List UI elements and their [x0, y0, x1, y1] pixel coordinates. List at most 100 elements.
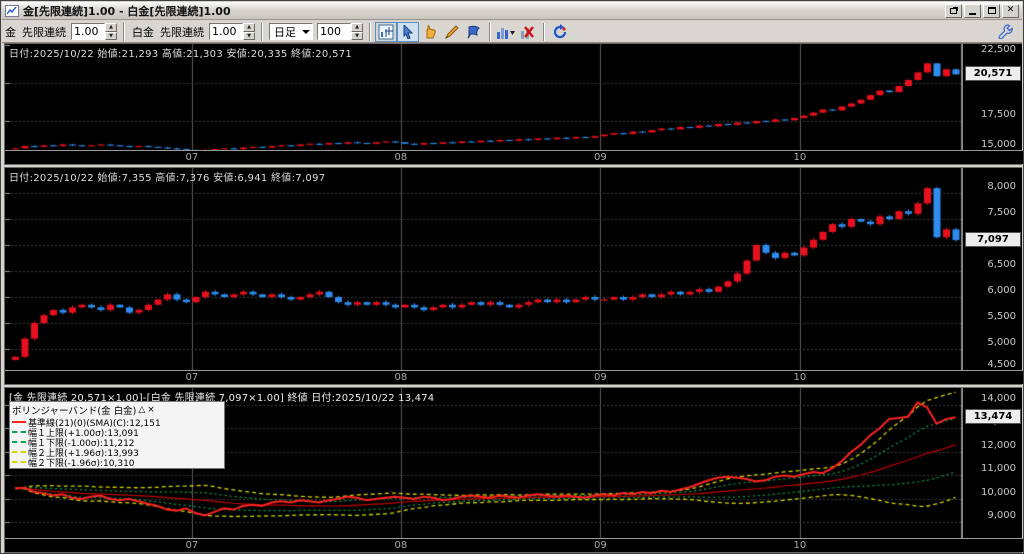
month-label: 07 — [185, 152, 199, 163]
legend-collapse-button[interactable]: △ — [138, 405, 146, 415]
chart-app-icon — [5, 4, 19, 17]
toolbar-separator — [543, 22, 545, 41]
axis-label: 7,500 — [987, 207, 1016, 218]
spread-plot[interactable]: [金 先限連続 20,571×1.00]-[白金 先限連続 7,097×1.00… — [5, 388, 962, 538]
settings-wrench-icon[interactable] — [994, 22, 1016, 42]
gold-plot[interactable]: 日付:2025/10/22 始値:21,293 高値:21,303 安値:20,… — [5, 44, 962, 150]
close-button[interactable]: ✕ — [1002, 3, 1019, 18]
band1-lower-swatch — [12, 441, 26, 443]
axis-label: 14,000 — [981, 393, 1016, 404]
toolbar-separator — [489, 22, 491, 41]
month-label: 08 — [394, 540, 408, 551]
bollinger-legend: ボリンジャーバンド(金 白金) △ × 基準線(21)(0)(SMA)(C):1… — [9, 401, 225, 469]
month-label: 09 — [594, 372, 607, 383]
axis-label: 4,500 — [987, 359, 1016, 370]
gold-chart-panel: 日付:2025/10/22 始値:21,293 高値:21,303 安値:20,… — [4, 43, 1023, 165]
axis-label: 9,000 — [987, 510, 1016, 521]
spread-value-axis: 14,00013,00012,00011,00010,0009,00013,47… — [962, 388, 1022, 538]
gold-ratio-input[interactable] — [71, 23, 105, 40]
maximize-button[interactable] — [983, 3, 1000, 18]
chevron-down-icon — [302, 29, 310, 38]
period-value: 日足 — [274, 25, 296, 39]
month-label: 10 — [793, 372, 807, 383]
axis-label: 15,000 — [981, 139, 1016, 150]
cursor-tool-button[interactable] — [397, 21, 419, 42]
bar-count-input[interactable] — [317, 23, 351, 40]
toolbar-separator — [261, 22, 263, 41]
gold-ratio-up-button[interactable]: ▲ — [105, 23, 117, 32]
toolbar-separator — [123, 22, 125, 41]
legend-item: 幅１上限(+1.00σ):13,091 — [12, 427, 222, 439]
axis-label: 8,000 — [987, 181, 1016, 192]
pan-tool-button[interactable] — [419, 22, 441, 42]
annotation-tool-button[interactable] — [463, 22, 485, 42]
axis-label: 5,500 — [987, 311, 1016, 322]
platinum-symbol-label: 白金 — [132, 25, 154, 39]
window-title: 金[先限連続]1.00 - 白金[先限連続]1.00 — [23, 4, 231, 18]
month-label: 10 — [793, 152, 807, 163]
axis-label: 6,500 — [987, 259, 1016, 270]
popout-window-button[interactable] — [945, 3, 962, 18]
current-price-box: 13,474 — [965, 409, 1021, 424]
band2-lower-swatch — [12, 461, 26, 463]
axis-label: 17,500 — [981, 109, 1016, 120]
legend-item: 幅２下限(-1.96σ):10,310 — [12, 457, 222, 469]
axis-label: 6,000 — [987, 285, 1016, 296]
gold-time-axis: 07 08 09 10 — [5, 150, 1023, 164]
titlebar: 金[先限連続]1.00 - 白金[先限連続]1.00 ✕ — [2, 2, 1022, 20]
platinum-ratio-up-button[interactable]: ▲ — [243, 23, 255, 32]
month-label: 09 — [594, 540, 607, 551]
platinum-chart-panel: 日付:2025/10/22 始値:7,355 高値:7,376 安値:6,941… — [4, 167, 1023, 385]
legend-item: 基準線(21)(0)(SMA)(C):12,151 — [12, 417, 222, 429]
spread-time-axis: 07 08 09 10 — [5, 538, 1023, 552]
legend-item: 幅２上限(+1.96σ):13,993 — [12, 447, 222, 459]
band1-upper-swatch — [12, 431, 26, 433]
legend-title: ボリンジャーバンド(金 白金) — [12, 406, 137, 417]
platinum-ratio-spinner: ▲▼ — [209, 23, 255, 40]
month-label: 08 — [394, 152, 408, 163]
month-label: 07 — [185, 372, 199, 383]
gold-ratio-spinner: ▲▼ — [71, 23, 117, 40]
remove-indicator-button[interactable] — [517, 22, 539, 42]
axis-label: 5,000 — [987, 337, 1016, 348]
gold-contract-label: 先限連続 — [22, 25, 66, 39]
axis-label: 12,000 — [981, 440, 1016, 451]
sma-line-swatch — [12, 421, 26, 423]
month-label: 08 — [394, 372, 408, 383]
platinum-plot[interactable]: 日付:2025/10/22 始値:7,355 高値:7,376 安値:6,941… — [5, 168, 962, 370]
chart-stack: 日付:2025/10/22 始値:21,293 高値:21,303 安値:20,… — [4, 43, 1023, 553]
platinum-time-axis: 07 08 09 10 — [5, 370, 1023, 384]
gold-ohlc-info: 日付:2025/10/22 始値:21,293 高値:21,303 安値:20,… — [9, 49, 353, 60]
draw-tool-button[interactable] — [441, 22, 463, 42]
crosshair-chart-button[interactable] — [375, 21, 397, 42]
axis-label: 10,000 — [981, 487, 1016, 498]
bar-count-down-button[interactable]: ▼ — [351, 31, 363, 40]
month-label: 09 — [594, 152, 607, 163]
platinum-contract-label: 先限連続 — [160, 25, 204, 39]
month-label: 10 — [793, 540, 807, 551]
bar-count-up-button[interactable]: ▲ — [351, 23, 363, 32]
chart-type-button[interactable] — [495, 22, 517, 42]
band2-upper-swatch — [12, 451, 26, 453]
platinum-ratio-input[interactable] — [209, 23, 243, 40]
platinum-price-axis: 8,0007,5007,0006,5006,0005,5005,0004,500… — [962, 168, 1022, 370]
bar-count-spinner: ▲▼ — [317, 23, 363, 40]
current-price-box: 20,571 — [965, 66, 1021, 81]
spread-formula-header: [金 先限連続 20,571×1.00]-[白金 先限連続 7,097×1.00… — [9, 393, 435, 404]
legend-close-button[interactable]: × — [147, 405, 155, 415]
gold-symbol-label: 金 — [5, 25, 16, 39]
axis-label: 22,500 — [981, 44, 1016, 55]
axis-label: 11,000 — [981, 463, 1016, 474]
platinum-ohlc-info: 日付:2025/10/22 始値:7,355 高値:7,376 安値:6,941… — [9, 173, 326, 184]
current-price-box: 7,097 — [965, 232, 1021, 247]
gold-ratio-down-button[interactable]: ▼ — [105, 31, 117, 40]
legend-item: 幅１下限(-1.00σ):11,212 — [12, 437, 222, 449]
toolbar-separator — [369, 22, 371, 41]
platinum-ratio-down-button[interactable]: ▼ — [243, 31, 255, 40]
toolbar: 金 先限連続 ▲▼ 白金 先限連続 ▲▼ 日足 ▲▼ — [2, 21, 1022, 43]
refresh-button[interactable] — [549, 22, 571, 42]
period-dropdown[interactable]: 日足 — [269, 23, 313, 40]
minimize-button[interactable] — [964, 3, 981, 18]
